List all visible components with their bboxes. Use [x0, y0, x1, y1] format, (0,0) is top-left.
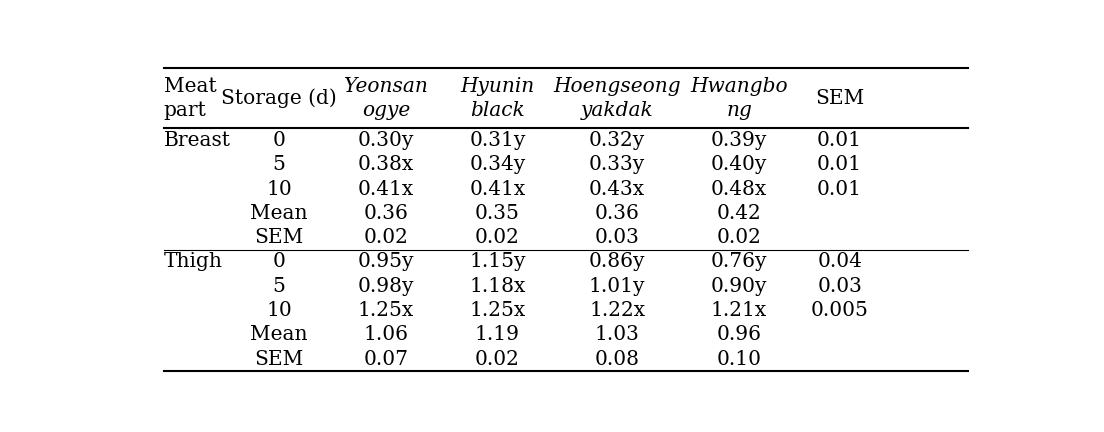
Text: Meat
part: Meat part	[163, 77, 216, 120]
Text: 1.22x: 1.22x	[590, 301, 645, 320]
Text: 1.06: 1.06	[363, 325, 408, 344]
Text: 0.90y: 0.90y	[711, 276, 767, 295]
Text: 0.33y: 0.33y	[590, 155, 645, 174]
Text: Yeonsan
ogye: Yeonsan ogye	[344, 77, 428, 120]
Text: 0.35: 0.35	[475, 204, 520, 223]
Text: Mean: Mean	[251, 325, 308, 344]
Text: 0.98y: 0.98y	[358, 276, 414, 295]
Text: 1.01y: 1.01y	[588, 276, 646, 295]
Text: 1.03: 1.03	[595, 325, 639, 344]
Text: Thigh: Thigh	[163, 252, 223, 271]
Text: 0.30y: 0.30y	[358, 131, 414, 150]
Text: Mean: Mean	[251, 204, 308, 223]
Text: 0.95y: 0.95y	[358, 252, 414, 271]
Text: 0.03: 0.03	[595, 228, 639, 247]
Text: 10: 10	[266, 180, 293, 199]
Text: 1.25x: 1.25x	[358, 301, 414, 320]
Text: 0.40y: 0.40y	[711, 155, 767, 174]
Text: Storage (d): Storage (d)	[221, 89, 337, 108]
Text: 0.02: 0.02	[475, 228, 520, 247]
Text: 0.02: 0.02	[716, 228, 762, 247]
Text: 0.32y: 0.32y	[590, 131, 645, 150]
Text: 0.03: 0.03	[817, 276, 862, 295]
Text: 0.38x: 0.38x	[358, 155, 414, 174]
Text: 0.96: 0.96	[716, 325, 762, 344]
Text: 1.25x: 1.25x	[469, 301, 526, 320]
Text: SEM: SEM	[255, 228, 304, 247]
Text: 0: 0	[273, 131, 286, 150]
Text: 0.005: 0.005	[810, 301, 869, 320]
Text: 0.10: 0.10	[716, 349, 762, 368]
Text: 0.36: 0.36	[595, 204, 639, 223]
Text: 1.15y: 1.15y	[469, 252, 526, 271]
Text: Hoengseong
yakdak: Hoengseong yakdak	[553, 77, 681, 120]
Text: 0.41x: 0.41x	[469, 180, 526, 199]
Text: 0.04: 0.04	[817, 252, 862, 271]
Text: 0.01: 0.01	[817, 131, 862, 150]
Text: 0.48x: 0.48x	[711, 180, 767, 199]
Text: SEM: SEM	[815, 89, 864, 108]
Text: 0.42: 0.42	[716, 204, 762, 223]
Text: 5: 5	[273, 155, 286, 174]
Text: 0.39y: 0.39y	[711, 131, 767, 150]
Text: Breast: Breast	[163, 131, 231, 150]
Text: 0.43x: 0.43x	[590, 180, 645, 199]
Text: 0.36: 0.36	[363, 204, 408, 223]
Text: 0: 0	[273, 252, 286, 271]
Text: 1.18x: 1.18x	[469, 276, 526, 295]
Text: 0.41x: 0.41x	[358, 180, 414, 199]
Text: 0.86y: 0.86y	[588, 252, 646, 271]
Text: Hwangbo
ng: Hwangbo ng	[690, 77, 788, 120]
Text: 0.02: 0.02	[363, 228, 408, 247]
Text: 5: 5	[273, 276, 286, 295]
Text: 1.19: 1.19	[475, 325, 520, 344]
Text: 0.76y: 0.76y	[711, 252, 767, 271]
Text: 0.02: 0.02	[475, 349, 520, 368]
Text: 1.21x: 1.21x	[711, 301, 767, 320]
Text: 0.31y: 0.31y	[469, 131, 526, 150]
Text: 0.08: 0.08	[595, 349, 639, 368]
Text: 0.07: 0.07	[363, 349, 408, 368]
Text: 10: 10	[266, 301, 293, 320]
Text: 0.01: 0.01	[817, 155, 862, 174]
Text: Hyunin
black: Hyunin black	[460, 77, 534, 120]
Text: SEM: SEM	[255, 349, 304, 368]
Text: 0.01: 0.01	[817, 180, 862, 199]
Text: 0.34y: 0.34y	[469, 155, 526, 174]
